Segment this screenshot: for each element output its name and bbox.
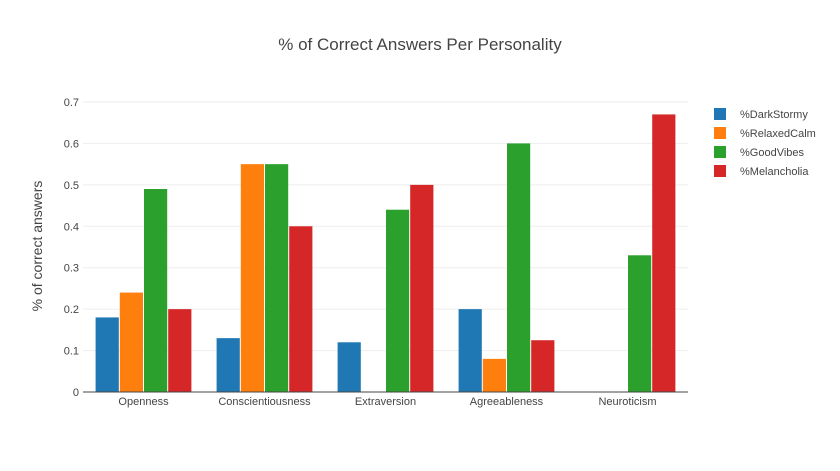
legend[interactable]: %DarkStormy %RelaxedCalm %GoodVibes %Melanc…: [714, 108, 816, 178]
legend-label: %GoodVibes: [740, 147, 805, 159]
bar: [628, 255, 652, 392]
bar: [240, 164, 264, 392]
y-tick-label: 0.5: [64, 180, 79, 192]
bar: [144, 189, 168, 392]
legend-item[interactable]: %Melancholia: [714, 165, 809, 178]
bar: [482, 358, 506, 392]
bar: [652, 114, 676, 392]
bar: [531, 340, 555, 392]
legend-item[interactable]: %GoodVibes: [714, 146, 805, 159]
legend-item[interactable]: %DarkStormy: [714, 108, 808, 121]
bar: [410, 184, 434, 392]
y-axis-label: % of correct answers: [29, 181, 45, 312]
x-tick-label: Agreeableness: [470, 396, 544, 408]
bar: [507, 143, 531, 392]
bar: [337, 342, 361, 392]
y-tick-label: 0.4: [64, 221, 79, 233]
bar: [95, 317, 119, 392]
bar: [265, 164, 289, 392]
legend-swatch: [714, 108, 726, 120]
bar: [386, 209, 410, 392]
bar: [119, 292, 143, 392]
y-tick-label: 0.3: [64, 263, 79, 275]
x-axis-ticks: Openness Conscientiousness Extraversion Agr…: [118, 396, 656, 408]
bar: [289, 226, 313, 392]
bars: [95, 114, 676, 392]
bar: [216, 338, 240, 392]
legend-swatch: [714, 127, 726, 139]
y-tick-label: 0.6: [64, 138, 79, 150]
x-tick-label: Extraversion: [355, 396, 416, 408]
legend-swatch: [714, 146, 726, 158]
chart-title: % of Correct Answers Per Personality: [278, 35, 562, 54]
y-tick-label: 0: [73, 387, 79, 399]
y-tick-label: 0.2: [64, 304, 79, 316]
bar: [168, 309, 192, 392]
x-tick-label: Conscientiousness: [218, 396, 311, 408]
legend-label: %RelaxedCalm: [740, 128, 816, 140]
legend-label: %Melancholia: [740, 166, 809, 178]
legend-swatch: [714, 165, 726, 177]
x-tick-label: Neuroticism: [598, 396, 656, 408]
legend-item[interactable]: %RelaxedCalm: [714, 127, 816, 140]
y-tick-label: 0.7: [64, 97, 79, 109]
x-tick-label: Openness: [118, 396, 169, 408]
y-tick-label: 0.1: [64, 346, 79, 358]
y-axis-ticks: 0 0.1 0.2 0.3 0.4 0.5 0.6 0.7: [64, 97, 79, 399]
bar: [458, 309, 482, 392]
legend-label: %DarkStormy: [740, 109, 808, 121]
